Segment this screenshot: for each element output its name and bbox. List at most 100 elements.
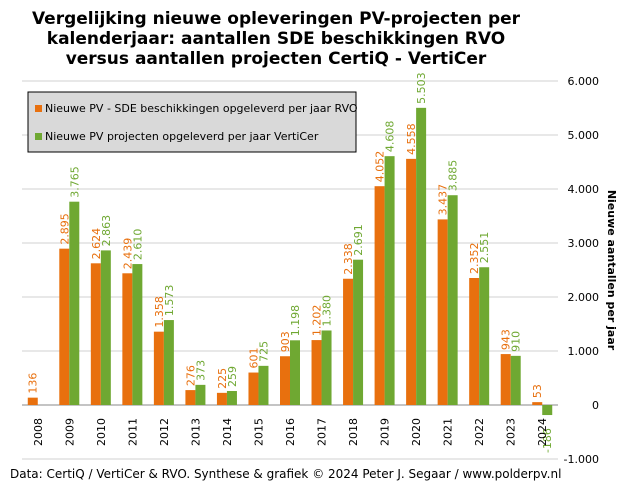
x-tick-label: 2023 xyxy=(505,418,518,446)
y-tick-label: 2.000 xyxy=(568,291,600,304)
bar xyxy=(311,340,322,405)
bar xyxy=(248,372,259,405)
bar xyxy=(90,263,101,405)
y-tick-label: 3.000 xyxy=(568,237,600,250)
bar xyxy=(69,201,80,405)
x-tick-label: 2018 xyxy=(347,418,360,446)
x-tick-label: 2019 xyxy=(379,418,392,446)
bar xyxy=(185,390,196,405)
y-tick-label: 6.000 xyxy=(568,75,600,88)
bar xyxy=(290,340,300,405)
data-label: 1.198 xyxy=(289,305,302,337)
data-label: 53 xyxy=(531,384,544,398)
chart-title-line-1: Vergelijking nieuwe opleveringen PV-proj… xyxy=(32,9,521,29)
bar xyxy=(132,264,143,405)
x-tick-label: 2012 xyxy=(158,418,171,446)
legend-swatch-rvo xyxy=(35,105,42,112)
x-tick-label: 2020 xyxy=(410,418,423,446)
data-label: 373 xyxy=(194,360,207,381)
bar xyxy=(100,250,111,405)
data-label: 1.358 xyxy=(153,296,166,328)
data-labels: 1362.8953.7652.6242.8632.4392.6101.3581.… xyxy=(27,72,554,453)
source-note: Data: CertiQ / VertiCer & RVO. Synthese … xyxy=(10,467,561,481)
data-label: 2.352 xyxy=(468,242,481,274)
data-label: 725 xyxy=(257,341,270,362)
bar xyxy=(216,392,227,405)
data-label: 276 xyxy=(184,365,197,386)
x-tick-label: 2010 xyxy=(95,418,108,446)
bar xyxy=(437,219,448,405)
x-tick-label: 2009 xyxy=(63,418,76,446)
data-label: -186 xyxy=(541,428,554,453)
bar xyxy=(406,158,417,405)
bar xyxy=(258,365,269,405)
data-label: 1.380 xyxy=(321,295,334,327)
y-axis-ticks: -1.000 0 1.000 2.000 3.000 4.000 5.000 6.000 xyxy=(564,75,599,466)
data-label: 2.338 xyxy=(342,243,355,275)
bar xyxy=(163,320,174,405)
y-tick-label: -1.000 xyxy=(564,453,599,466)
data-label: 225 xyxy=(216,368,229,389)
data-label: 2.439 xyxy=(121,238,134,270)
y-tick-label: 1.000 xyxy=(568,345,600,358)
data-label: 4.052 xyxy=(374,151,387,183)
legend-swatch-verticer xyxy=(35,133,42,140)
data-label: 943 xyxy=(500,329,513,350)
data-label: 2.691 xyxy=(352,224,365,256)
legend-box xyxy=(27,91,357,153)
bar xyxy=(479,267,490,405)
x-tick-label: 2013 xyxy=(189,418,202,446)
bar xyxy=(153,331,164,405)
x-tick-label: 2016 xyxy=(284,418,297,446)
chart-title: Vergelijking nieuwe opleveringen PV-proj… xyxy=(32,9,521,69)
data-label: 259 xyxy=(226,366,239,387)
data-label: 910 xyxy=(510,331,523,352)
bar xyxy=(532,402,543,405)
data-label: 5.503 xyxy=(415,72,428,104)
bars xyxy=(27,107,553,416)
bar xyxy=(27,397,38,405)
data-label: 2.551 xyxy=(478,232,491,264)
bar xyxy=(59,248,70,405)
data-label: 2.895 xyxy=(58,213,71,245)
data-label: 136 xyxy=(27,373,40,394)
bar xyxy=(195,384,206,405)
legend: Nieuwe PV - SDE beschikkingen opgeleverd… xyxy=(27,91,358,153)
data-label: 3.437 xyxy=(437,184,450,216)
x-axis-ticks: 2008 2009 2010 2011 2012 2013 2014 2015 2016 2017… xyxy=(32,418,549,446)
bar xyxy=(122,273,133,405)
bar xyxy=(542,405,553,416)
y-tick-label: 4.000 xyxy=(568,183,600,196)
y-tick-label: 5.000 xyxy=(568,129,600,142)
bar xyxy=(226,391,237,405)
x-tick-label: 2014 xyxy=(221,418,234,446)
data-label: 2.624 xyxy=(90,228,103,260)
data-label: 1.573 xyxy=(163,285,176,317)
bar xyxy=(374,186,385,405)
bar xyxy=(384,156,395,405)
chart-title-line-2: kalenderjaar: aantallen SDE beschikkinge… xyxy=(47,29,505,49)
bar xyxy=(280,356,290,405)
y-axis-label: Nieuwe aantallen per jaar xyxy=(605,190,618,351)
bar xyxy=(447,195,458,405)
x-tick-label: 2015 xyxy=(252,418,265,446)
legend-label-rvo: Nieuwe PV - SDE beschikkingen opgeleverd… xyxy=(45,102,358,115)
bar xyxy=(510,355,521,405)
x-tick-label: 2022 xyxy=(473,418,486,446)
x-tick-label: 2021 xyxy=(442,418,455,446)
data-label: 3.885 xyxy=(447,160,460,192)
legend-label-verticer: Nieuwe PV projecten opgeleverd per jaar … xyxy=(45,130,319,143)
data-label: 4.608 xyxy=(384,121,397,153)
chart-title-line-3: versus aantallen projecten CertiQ - Vert… xyxy=(66,49,487,69)
x-tick-label: 2024 xyxy=(536,418,549,446)
data-label: 903 xyxy=(279,331,292,352)
bar xyxy=(321,330,332,405)
data-label: 601 xyxy=(247,348,260,369)
data-label: 2.610 xyxy=(131,229,144,261)
x-tick-label: 2017 xyxy=(316,418,329,446)
x-tick-label: 2008 xyxy=(32,418,45,446)
data-label: 2.863 xyxy=(100,215,113,247)
bar xyxy=(416,107,427,405)
bar xyxy=(343,278,354,405)
